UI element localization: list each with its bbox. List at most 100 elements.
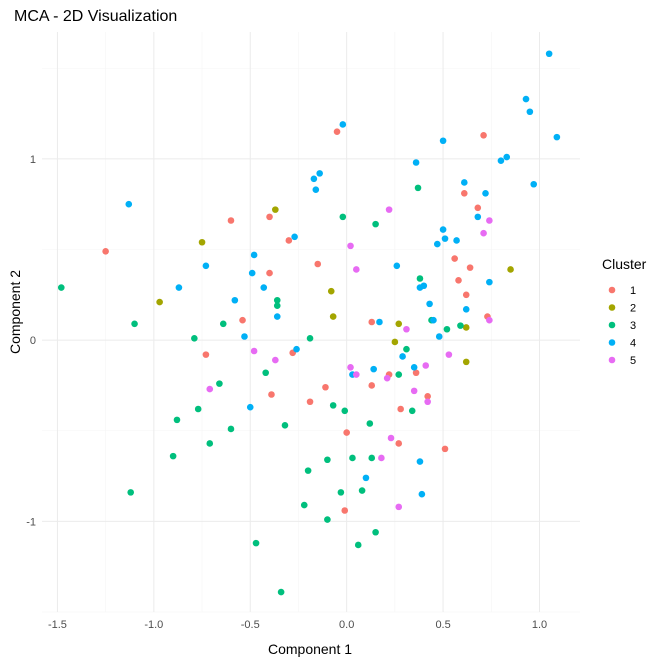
data-point-cluster-4 bbox=[420, 282, 428, 290]
data-point-cluster-4 bbox=[453, 237, 460, 244]
legend-key-cluster-3 bbox=[608, 321, 616, 329]
data-point-cluster-3 bbox=[252, 539, 260, 547]
data-point-cluster-4 bbox=[526, 108, 534, 116]
legend-label-cluster-1: 1 bbox=[630, 285, 636, 297]
data-point-cluster-5 bbox=[353, 371, 360, 378]
x-tick-label: 0.0 bbox=[339, 619, 354, 631]
data-point-cluster-5 bbox=[410, 387, 418, 395]
data-point-cluster-1 bbox=[451, 255, 458, 262]
data-point-cluster-2 bbox=[198, 238, 206, 246]
data-point-cluster-3 bbox=[354, 541, 362, 549]
data-point-cluster-4 bbox=[474, 213, 482, 221]
data-point-cluster-3 bbox=[349, 454, 356, 462]
data-point-cluster-5 bbox=[385, 206, 393, 213]
data-point-cluster-3 bbox=[337, 489, 345, 496]
data-point-cluster-3 bbox=[127, 489, 135, 496]
data-point-cluster-1 bbox=[266, 269, 273, 277]
data-point-cluster-1 bbox=[480, 132, 487, 139]
data-point-cluster-3 bbox=[395, 371, 403, 378]
data-point-cluster-3 bbox=[300, 501, 308, 509]
x-tick-label: 0.5 bbox=[435, 619, 450, 631]
data-point-cluster-1 bbox=[455, 277, 462, 284]
data-point-cluster-4 bbox=[439, 137, 447, 145]
y-tick-label: -1 bbox=[26, 516, 36, 528]
data-point-cluster-5 bbox=[250, 347, 258, 355]
data-point-cluster-1 bbox=[266, 213, 273, 221]
data-point-cluster-5 bbox=[422, 362, 430, 369]
data-point-cluster-3 bbox=[457, 322, 464, 329]
data-point-cluster-4 bbox=[362, 474, 370, 482]
y-axis-ticks: -1 0 1 bbox=[26, 154, 36, 529]
x-tick-label: 1.0 bbox=[532, 619, 547, 631]
data-point-cluster-3 bbox=[403, 345, 410, 353]
data-point-cluster-1 bbox=[322, 383, 329, 391]
data-point-cluster-4 bbox=[418, 490, 426, 498]
data-point-cluster-4 bbox=[312, 186, 320, 193]
data-point-cluster-4 bbox=[410, 364, 418, 371]
data-point-cluster-3 bbox=[368, 454, 376, 462]
data-point-cluster-3 bbox=[304, 467, 312, 474]
data-point-cluster-4 bbox=[175, 284, 183, 291]
data-point-cluster-1 bbox=[368, 382, 376, 389]
data-point-cluster-4 bbox=[441, 235, 449, 242]
data-point-cluster-1 bbox=[306, 398, 314, 406]
data-point-cluster-5 bbox=[387, 434, 395, 442]
data-point-cluster-3 bbox=[131, 320, 138, 328]
data-point-cluster-4 bbox=[250, 251, 258, 259]
data-point-cluster-1 bbox=[285, 237, 293, 244]
data-point-cluster-2 bbox=[327, 287, 335, 295]
data-point-cluster-5 bbox=[486, 217, 493, 224]
x-axis-ticks: -1.5 -1.0 -0.5 0.0 0.5 1.0 bbox=[48, 619, 547, 631]
data-point-cluster-4 bbox=[434, 240, 441, 248]
data-point-cluster-5 bbox=[347, 242, 354, 250]
data-point-cluster-1 bbox=[441, 445, 449, 453]
data-point-cluster-3 bbox=[358, 487, 366, 494]
data-point-cluster-3 bbox=[206, 440, 214, 447]
data-point-cluster-2 bbox=[395, 320, 403, 328]
legend-label-cluster-5: 5 bbox=[630, 355, 636, 367]
data-point-cluster-5 bbox=[353, 266, 360, 273]
data-point-cluster-4 bbox=[246, 403, 254, 411]
x-tick-label: -1.0 bbox=[144, 619, 163, 631]
data-point-cluster-3 bbox=[416, 275, 424, 282]
data-point-cluster-3 bbox=[273, 302, 281, 309]
x-tick-label: -0.5 bbox=[241, 619, 260, 631]
data-point-cluster-1 bbox=[424, 393, 431, 400]
data-point-cluster-5 bbox=[403, 325, 410, 333]
data-point-cluster-3 bbox=[372, 528, 379, 536]
data-point-cluster-4 bbox=[439, 226, 447, 233]
data-point-cluster-5 bbox=[445, 351, 453, 358]
data-point-cluster-2 bbox=[329, 313, 337, 320]
data-point-cluster-4 bbox=[553, 133, 561, 141]
data-point-cluster-4 bbox=[310, 175, 318, 183]
data-point-cluster-5 bbox=[272, 356, 279, 364]
grid bbox=[42, 32, 580, 613]
data-point-cluster-3 bbox=[216, 380, 223, 387]
legend-key-cluster-4 bbox=[608, 339, 616, 346]
chart-title: MCA - 2D Visualization bbox=[14, 8, 177, 25]
data-point-cluster-1 bbox=[412, 369, 420, 377]
data-point-cluster-4 bbox=[486, 278, 493, 286]
data-point-cluster-1 bbox=[202, 351, 210, 358]
data-point-cluster-1 bbox=[474, 204, 482, 212]
data-point-cluster-2 bbox=[462, 358, 470, 366]
data-point-cluster-3 bbox=[191, 335, 198, 342]
data-point-cluster-4 bbox=[370, 365, 377, 373]
x-axis-title: Component 1 bbox=[268, 641, 352, 657]
data-point-cluster-1 bbox=[461, 190, 468, 197]
data-point-cluster-4 bbox=[435, 333, 443, 340]
data-point-cluster-3 bbox=[339, 213, 347, 221]
data-point-cluster-2 bbox=[462, 324, 470, 331]
data-point-cluster-5 bbox=[206, 385, 214, 393]
data-point-cluster-1 bbox=[466, 264, 474, 271]
data-point-cluster-4 bbox=[530, 180, 538, 188]
data-point-cluster-3 bbox=[306, 335, 314, 342]
legend-key-cluster-2 bbox=[608, 304, 616, 311]
y-tick-label: 1 bbox=[30, 154, 36, 166]
data-point-cluster-3 bbox=[219, 320, 227, 328]
data-point-cluster-4 bbox=[339, 121, 347, 128]
data-point-cluster-3 bbox=[443, 325, 451, 333]
data-point-cluster-4 bbox=[503, 153, 511, 161]
data-point-cluster-3 bbox=[329, 402, 337, 409]
data-point-cluster-4 bbox=[293, 345, 300, 353]
